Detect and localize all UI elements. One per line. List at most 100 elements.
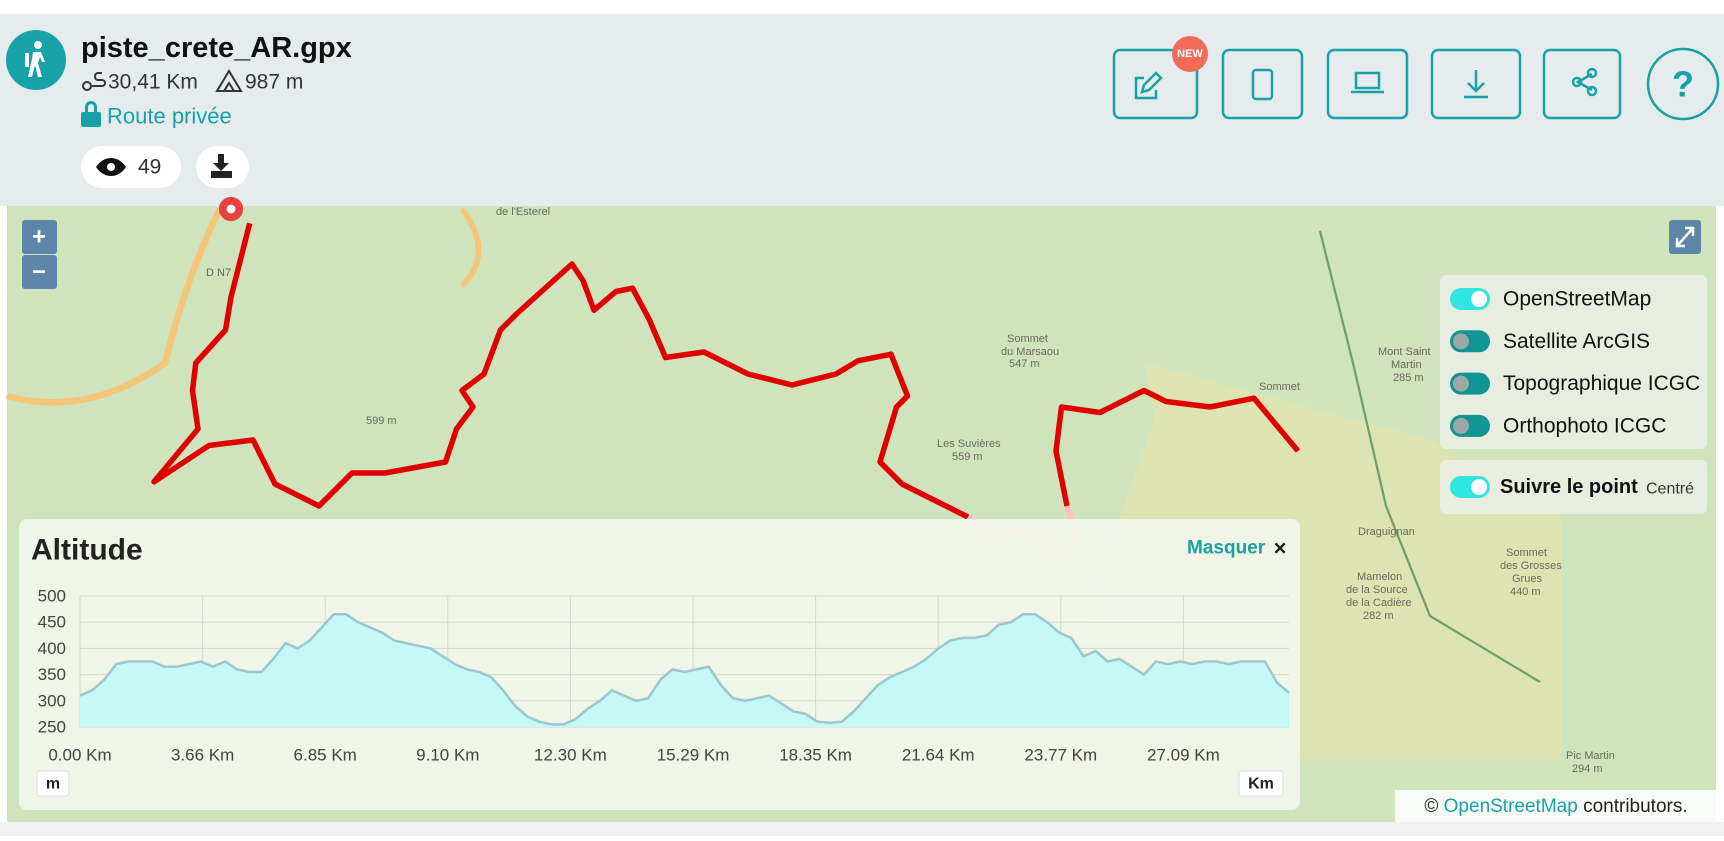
footer-bar	[0, 822, 1724, 836]
hide-link[interactable]: Masquer	[1187, 538, 1266, 559]
attribution-link[interactable]: OpenStreetMap	[1444, 796, 1578, 817]
mobile-icon	[1251, 68, 1274, 101]
map-label: D N7	[206, 267, 231, 279]
x-tick-label: 21.64 Km	[902, 746, 975, 765]
close-button[interactable]: ×	[1274, 536, 1287, 561]
follow-panel	[1440, 460, 1707, 514]
map-label: de la Source	[1346, 584, 1408, 596]
map-label: Grues	[1512, 573, 1542, 585]
map-label: 285 m	[1393, 372, 1424, 384]
follow-mode: Centré	[1646, 481, 1694, 498]
map-label: Draguignan	[1358, 526, 1415, 538]
new-badge	[1172, 36, 1208, 72]
share-icon	[1575, 72, 1593, 92]
x-unit-box	[1238, 770, 1284, 797]
map-label: Sommet	[1506, 547, 1547, 559]
download-icon	[1464, 70, 1488, 99]
map-label: Sommet	[1007, 333, 1048, 345]
layer-name: Orthophoto ICGC	[1503, 414, 1666, 437]
layer-name: Topographique ICGC	[1503, 372, 1700, 395]
toggle-knob	[1471, 479, 1487, 495]
toggle-knob	[1453, 375, 1469, 392]
lock-icon	[81, 101, 101, 127]
toggle-knob	[1471, 291, 1487, 307]
elevation: 987 m	[245, 71, 303, 94]
map-label: 559 m	[952, 451, 983, 463]
x-tick-label: 3.66 Km	[171, 746, 234, 765]
route-title: piste_crete_AR.gpx	[81, 32, 352, 64]
map-label: Martin	[1391, 359, 1422, 371]
y-tick-label: 450	[38, 613, 66, 632]
toggle-knob	[1453, 333, 1469, 350]
altitude-line	[79, 613, 1290, 726]
attribution: © OpenStreetMap contributors.	[1424, 796, 1687, 817]
chart-title: Altitude	[31, 534, 143, 567]
x-tick-label: 18.35 Km	[779, 746, 852, 765]
distance-icon	[82, 72, 106, 91]
altitude-area	[80, 614, 1289, 727]
views-pill	[81, 146, 181, 188]
map-label: 547 m	[1009, 358, 1040, 370]
follow-label: Suivre le point	[1500, 476, 1638, 498]
download-count-icon	[211, 154, 232, 178]
zoom-out[interactable]	[22, 255, 57, 289]
map-label: Pic Martin	[1566, 750, 1615, 762]
distance: 30,41 Km	[108, 71, 198, 94]
desktop-icon	[1351, 71, 1384, 94]
layer-name: OpenStreetMap	[1503, 288, 1651, 311]
x-tick-label: 6.85 Km	[294, 746, 357, 765]
zoom-in-text: +	[32, 224, 46, 251]
attribution-suffix: contributors.	[1583, 796, 1688, 817]
map-label: des Grosses	[1500, 560, 1562, 572]
x-tick-label: 9.10 Km	[416, 746, 479, 765]
x-tick-label: 15.29 Km	[657, 746, 730, 765]
edit-icon	[1134, 71, 1163, 100]
map-label: 599 m	[366, 415, 397, 427]
y-unit-box	[36, 770, 70, 797]
map-label: de la Cadière	[1346, 597, 1411, 609]
map-label: Mont Saint	[1378, 346, 1431, 358]
download-button[interactable]	[1430, 48, 1522, 120]
mobile-button[interactable]	[1221, 48, 1304, 120]
map-label: 282 m	[1363, 610, 1394, 622]
attribution-bg	[1395, 790, 1716, 822]
elevation-icon	[215, 69, 243, 92]
header-bg	[0, 14, 1724, 206]
map-label: Les Suvières	[937, 438, 1001, 450]
altitude-panel	[19, 519, 1300, 810]
help-text: ?	[1672, 64, 1694, 105]
y-tick-label: 250	[38, 718, 66, 737]
map-label: Mamelon	[1357, 571, 1402, 583]
edit-button[interactable]	[1112, 48, 1199, 120]
map-label: 294 m	[1572, 763, 1603, 775]
desktop-button[interactable]	[1326, 48, 1409, 120]
y-unit: m	[46, 776, 60, 793]
x-tick-label: 23.77 Km	[1024, 746, 1097, 765]
y-tick-label: 300	[38, 691, 66, 710]
layers-panel	[1440, 275, 1707, 449]
fullscreen-icon	[1675, 226, 1695, 248]
layer-name: Satellite ArcGIS	[1503, 330, 1650, 353]
x-unit: Km	[1248, 776, 1274, 793]
privacy: Route privée	[107, 104, 232, 129]
map-label: 440 m	[1510, 586, 1541, 598]
zoom-in[interactable]	[22, 220, 57, 254]
y-tick-label: 400	[38, 639, 66, 658]
help-button[interactable]	[1646, 47, 1720, 121]
toggle-knob	[1453, 417, 1469, 434]
hiker-glyph	[25, 41, 45, 77]
new-badge-text: NEW	[1177, 48, 1203, 60]
y-tick-label: 350	[38, 665, 66, 684]
eye-icon	[96, 158, 126, 176]
attribution-prefix: ©	[1424, 796, 1438, 817]
map-label: Sommet	[1259, 381, 1300, 393]
share-button[interactable]	[1542, 48, 1622, 120]
views: 49	[138, 156, 161, 179]
map-label: de l'Esterel	[496, 206, 550, 218]
x-tick-label: 27.09 Km	[1147, 746, 1220, 765]
x-tick-label: 12.30 Km	[534, 746, 607, 765]
y-tick-label: 500	[38, 587, 66, 606]
map-label: du Marsaou	[1001, 346, 1059, 358]
zoom-out-text: −	[32, 259, 46, 286]
